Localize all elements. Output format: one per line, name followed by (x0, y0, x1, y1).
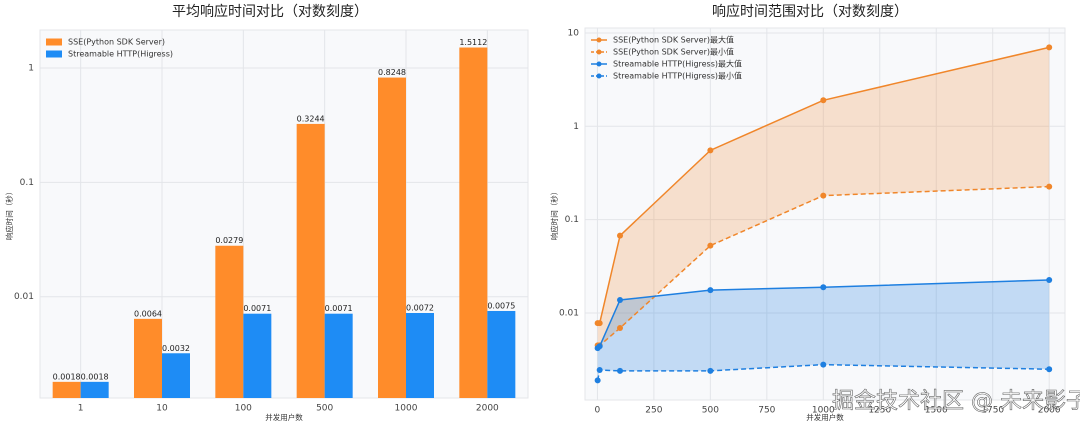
x-tick-label: 1250 (868, 406, 891, 416)
point (1046, 276, 1053, 283)
point (707, 367, 714, 374)
legend-marker (596, 61, 602, 67)
bar (487, 310, 516, 398)
x-tick-label: 1500 (925, 406, 948, 416)
legend-marker (596, 49, 602, 55)
value-label: 0.0071 (243, 304, 271, 313)
value-label: 0.0071 (325, 304, 353, 313)
x-tick-label: 250 (645, 406, 662, 416)
point (707, 242, 714, 249)
legend-swatch (46, 38, 62, 46)
chart-title: 响应时间范围对比（对数刻度） (712, 3, 908, 20)
value-label: 0.0018 (53, 372, 81, 381)
y-axis-label: 响应时间（秒） (4, 188, 14, 241)
value-label: 1.5112 (459, 38, 487, 47)
y-tick-label: 0.01 (14, 292, 34, 302)
point (1046, 366, 1053, 373)
bar (162, 353, 190, 398)
x-tick-label: 1750 (981, 406, 1004, 416)
legend-label: SSE(Python SDK Server) (68, 38, 165, 47)
y-tick-label: 1 (573, 122, 579, 132)
x-tick-label: 1000 (395, 404, 418, 414)
bar (52, 381, 81, 398)
point (596, 367, 603, 374)
bar (406, 313, 434, 398)
x-tick-label: 0 (595, 406, 601, 416)
legend-swatch (46, 50, 62, 58)
value-label: 0.0075 (487, 301, 515, 310)
value-label: 0.0064 (134, 309, 162, 318)
range-band (597, 279, 1050, 381)
y-tick-label: 0.1 (565, 215, 579, 225)
point (596, 343, 603, 350)
point (617, 296, 624, 303)
x-tick-label: 750 (758, 406, 775, 416)
point (820, 361, 827, 368)
point (820, 192, 827, 199)
y-axis-label: 响应时间（秒） (549, 188, 559, 241)
y-tick-label: 10 (568, 28, 580, 38)
bar (215, 245, 244, 398)
bar (459, 47, 488, 399)
point (820, 284, 827, 291)
x-axis-label: 并发用户数 (265, 412, 303, 422)
value-label: 0.0032 (162, 344, 190, 353)
x-tick-label: 100 (235, 404, 252, 414)
value-label: 0.0018 (81, 372, 109, 381)
bar (134, 318, 162, 398)
watermark: 掘金技术社区 @ 未来影子 (832, 389, 1080, 414)
point (820, 97, 827, 104)
y-tick-label: 0.01 (559, 309, 579, 319)
point (594, 377, 601, 384)
point (1046, 183, 1053, 190)
bar (324, 313, 353, 398)
y-tick-label: 1 (28, 64, 34, 74)
x-tick-label: 2000 (476, 404, 499, 414)
legend-marker (596, 73, 602, 79)
point (1046, 44, 1053, 51)
point (596, 320, 603, 327)
x-tick-label: 500 (316, 404, 333, 414)
x-tick-label: 1000 (812, 406, 835, 416)
point (707, 287, 714, 294)
value-label: 0.3244 (297, 114, 325, 123)
legend-label: Streamable HTTP(Higress)最大值 (613, 59, 742, 69)
x-tick-label: 500 (702, 406, 719, 416)
point (617, 367, 624, 374)
bar (378, 77, 406, 399)
bar (296, 123, 325, 398)
plot-area (584, 27, 1066, 401)
legend-label: Streamable HTTP(Higress)最小值 (613, 71, 742, 81)
legend-label: Streamable HTTP(Higress) (68, 50, 173, 59)
value-label: 0.0072 (406, 304, 434, 313)
value-label: 0.0279 (215, 236, 243, 245)
value-label: 0.8248 (378, 68, 406, 77)
range-band (597, 47, 1050, 346)
legend-marker (596, 37, 602, 43)
x-tick-label: 10 (156, 404, 168, 414)
x-tick-label: 2000 (1038, 406, 1061, 416)
plot-area (39, 29, 529, 399)
x-axis-label: 并发用户数 (806, 412, 844, 422)
y-tick-label: 0.1 (20, 178, 34, 188)
point (617, 325, 624, 332)
point (617, 232, 624, 239)
legend-label: SSE(Python SDK Server)最小值 (613, 47, 734, 57)
x-tick-label: 1 (78, 404, 84, 414)
bar (243, 313, 272, 398)
bar (80, 381, 109, 398)
chart-title: 平均响应时间对比（对数刻度） (172, 3, 368, 20)
legend-label: SSE(Python SDK Server)最大值 (613, 35, 734, 45)
point (707, 147, 714, 154)
